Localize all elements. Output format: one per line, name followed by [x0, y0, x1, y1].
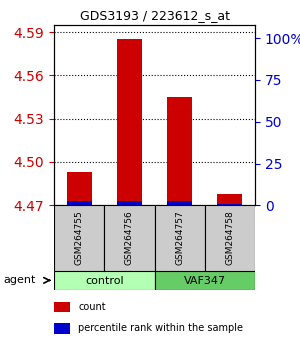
Text: GSM264756: GSM264756 [125, 211, 134, 266]
FancyBboxPatch shape [104, 205, 154, 271]
FancyBboxPatch shape [154, 271, 255, 290]
Text: percentile rank within the sample: percentile rank within the sample [78, 323, 243, 333]
Bar [67, 172, 92, 205]
Bar [54, 323, 70, 333]
Text: count: count [78, 302, 106, 312]
Text: VAF347: VAF347 [184, 275, 226, 286]
Text: GSM264755: GSM264755 [75, 211, 84, 266]
FancyBboxPatch shape [54, 205, 104, 271]
Bar [54, 302, 70, 313]
Text: control: control [85, 275, 124, 286]
Bar [217, 194, 242, 205]
Text: agent: agent [3, 275, 35, 285]
Text: GSM264757: GSM264757 [175, 211, 184, 266]
FancyBboxPatch shape [154, 205, 205, 271]
Bar [117, 39, 142, 205]
Bar [167, 201, 192, 205]
Title: GDS3193 / 223612_s_at: GDS3193 / 223612_s_at [80, 9, 230, 22]
FancyBboxPatch shape [205, 205, 255, 271]
Text: GSM264758: GSM264758 [225, 211, 234, 266]
FancyBboxPatch shape [54, 271, 154, 290]
Bar [167, 97, 192, 205]
Bar [217, 204, 242, 205]
Bar [67, 201, 92, 205]
Bar [117, 201, 142, 205]
